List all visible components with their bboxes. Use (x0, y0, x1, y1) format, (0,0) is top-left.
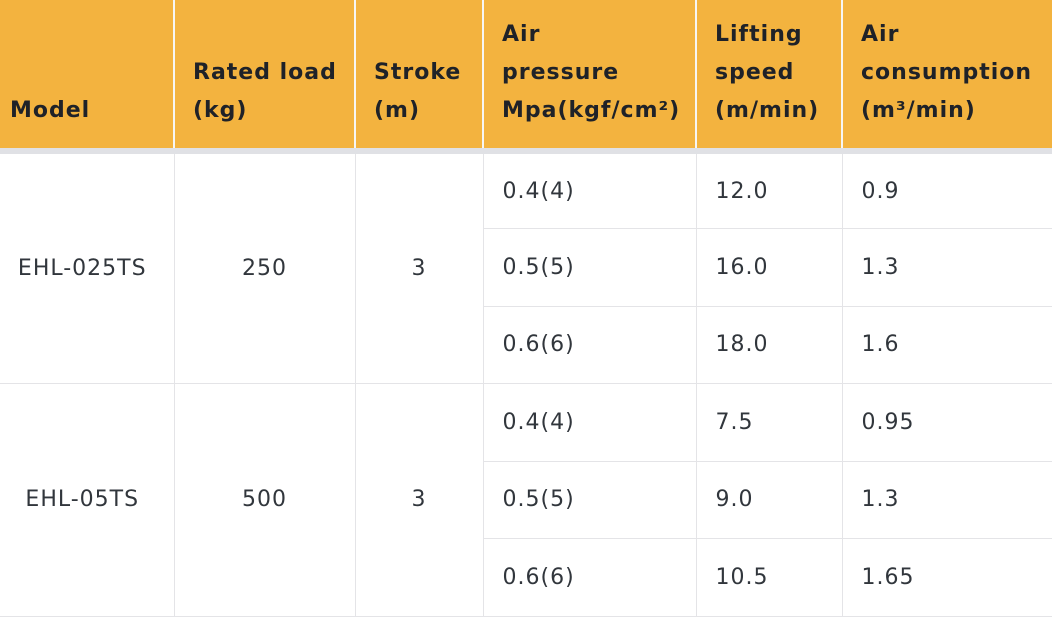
cell-air-pressure: 0.5(5) (483, 228, 697, 307)
table-row: EHL-05TS 500 3 0.4(4) 7.5 0.95 (0, 383, 1052, 617)
header-line: Rated load (193, 60, 337, 85)
header-line: Lifting (715, 22, 803, 47)
table-row: 0.6(6) 18.0 1.6 (0, 305, 1052, 384)
cell-model: EHL-05TS (0, 383, 175, 617)
cell-air-pressure: 0.4(4) (482, 383, 697, 462)
table-row: 0.5(5) 16.0 1.3 (0, 228, 1052, 307)
cell-model: EHL-025TS (0, 150, 175, 384)
header-row: Model Rated load (kg) Stroke (m) Air pre… (0, 0, 1052, 154)
col-header-air-pressure: Air pressure Mpa(kgf/cm²) (483, 0, 697, 154)
cell-lifting-speed: 9.0 (695, 460, 843, 539)
header-line: speed (715, 60, 795, 85)
cell-air-pressure: 0.6(6) (483, 538, 697, 617)
cell-air-consumption: 0.9 (841, 150, 1052, 229)
cell-lifting-speed: 12.0 (695, 150, 843, 229)
header-line: (m) (374, 98, 421, 123)
col-header-model: Model (0, 0, 175, 154)
cell-lifting-speed: 10.5 (695, 538, 843, 617)
cell-air-consumption: 0.95 (841, 383, 1052, 462)
table-row: 0.6(6) 10.5 1.65 (0, 538, 1052, 617)
header-line: (m/min) (715, 98, 820, 123)
header-line: pressure (502, 60, 620, 85)
header-line: Model (10, 98, 91, 123)
cell-lifting-speed: 7.5 (695, 383, 843, 462)
table-row: EHL-025TS 250 3 0.4(4) 12.0 0.9 (0, 150, 1052, 384)
cell-lifting-speed: 16.0 (695, 228, 843, 307)
cell-air-consumption: 1.6 (841, 305, 1052, 384)
cell-air-consumption: 1.3 (841, 228, 1052, 307)
cell-air-pressure: 0.5(5) (483, 460, 697, 539)
cell-air-consumption: 1.3 (841, 460, 1052, 539)
header-line: Air (502, 22, 541, 47)
header-line: Air (861, 22, 900, 47)
col-header-lifting-speed: Lifting speed (m/min) (696, 0, 843, 154)
cell-stroke: 3 (354, 150, 484, 384)
cell-lifting-speed: 18.0 (695, 305, 843, 384)
header-line: Mpa(kgf/cm²) (502, 98, 681, 123)
col-header-stroke: Stroke (m) (355, 0, 484, 154)
col-header-air-consumption: Air consumption (m³/min) (842, 0, 1052, 154)
cell-air-pressure: 0.6(6) (483, 305, 697, 384)
header-line: Stroke (374, 60, 462, 85)
header-line: consumption (861, 60, 1033, 85)
cell-air-pressure: 0.4(4) (482, 150, 697, 229)
header-line: (m³/min) (861, 98, 976, 123)
cell-rated-load: 500 (173, 383, 356, 617)
cell-stroke: 3 (354, 383, 484, 617)
col-header-rated-load: Rated load (kg) (174, 0, 356, 154)
cell-rated-load: 250 (173, 150, 356, 384)
cell-air-consumption: 1.65 (841, 538, 1052, 617)
header-line: (kg) (193, 98, 248, 123)
